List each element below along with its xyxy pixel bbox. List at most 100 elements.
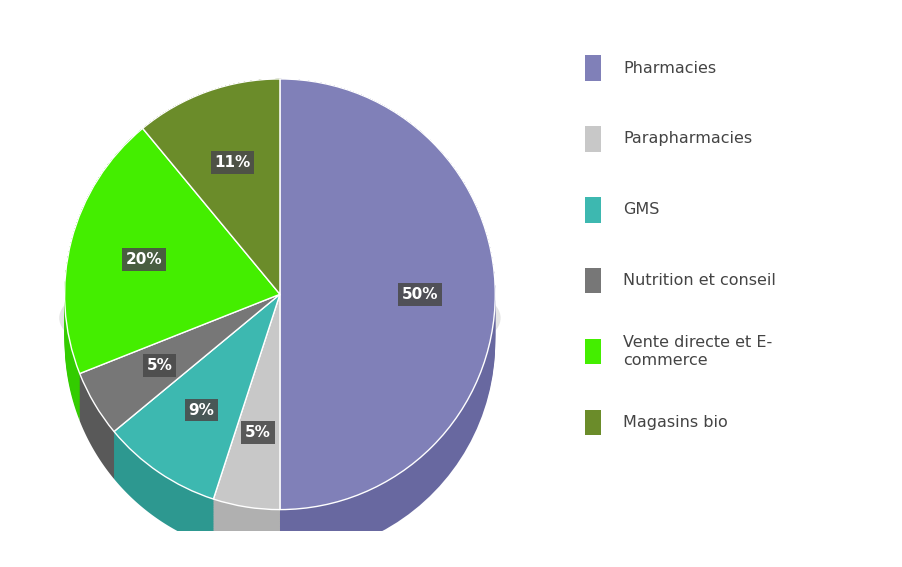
Polygon shape [79, 374, 114, 467]
Polygon shape [143, 79, 280, 166]
Polygon shape [79, 374, 114, 476]
Polygon shape [213, 499, 280, 548]
Polygon shape [79, 374, 114, 434]
Polygon shape [280, 79, 494, 531]
Polygon shape [213, 499, 280, 538]
Polygon shape [65, 128, 143, 380]
Polygon shape [280, 79, 494, 528]
Polygon shape [65, 128, 143, 416]
Polygon shape [143, 79, 280, 174]
Polygon shape [143, 79, 280, 156]
Polygon shape [213, 499, 280, 524]
Polygon shape [280, 79, 494, 519]
Polygon shape [114, 431, 213, 501]
Polygon shape [65, 128, 143, 404]
Polygon shape [79, 374, 114, 455]
Polygon shape [114, 431, 213, 506]
Polygon shape [143, 79, 280, 142]
Polygon shape [143, 79, 280, 133]
Polygon shape [114, 431, 213, 525]
Text: Nutrition et conseil: Nutrition et conseil [622, 273, 775, 288]
Text: Parapharmacies: Parapharmacies [622, 132, 751, 146]
Text: 5%: 5% [146, 358, 172, 373]
Polygon shape [213, 499, 280, 528]
Polygon shape [280, 79, 494, 522]
Polygon shape [65, 128, 143, 412]
Polygon shape [65, 128, 143, 402]
Polygon shape [213, 499, 280, 555]
Polygon shape [213, 499, 280, 534]
Polygon shape [114, 431, 213, 515]
Polygon shape [280, 79, 494, 557]
Polygon shape [79, 374, 114, 479]
Text: 11%: 11% [214, 155, 251, 170]
Polygon shape [280, 79, 494, 538]
Polygon shape [79, 374, 114, 453]
Polygon shape [114, 431, 213, 537]
Polygon shape [143, 79, 280, 176]
Polygon shape [280, 79, 494, 543]
Wedge shape [114, 294, 280, 499]
Polygon shape [280, 79, 494, 514]
Polygon shape [213, 499, 280, 517]
Polygon shape [213, 499, 280, 540]
Polygon shape [114, 431, 213, 513]
Polygon shape [114, 431, 213, 535]
Polygon shape [280, 79, 494, 534]
Polygon shape [79, 374, 114, 472]
Polygon shape [213, 499, 280, 519]
Polygon shape [280, 79, 494, 550]
Polygon shape [280, 79, 494, 526]
Polygon shape [65, 128, 143, 409]
Polygon shape [114, 431, 213, 521]
FancyBboxPatch shape [584, 56, 601, 81]
Polygon shape [114, 431, 213, 530]
Wedge shape [280, 79, 494, 510]
FancyBboxPatch shape [584, 126, 601, 151]
Polygon shape [280, 79, 494, 517]
Text: 50%: 50% [401, 287, 437, 302]
Polygon shape [114, 431, 213, 547]
Text: 5%: 5% [244, 425, 271, 440]
Polygon shape [280, 79, 494, 548]
Polygon shape [143, 79, 280, 150]
Polygon shape [65, 128, 143, 376]
Polygon shape [79, 374, 114, 441]
Polygon shape [213, 499, 280, 531]
Polygon shape [65, 128, 143, 392]
FancyBboxPatch shape [584, 409, 601, 435]
Wedge shape [213, 294, 280, 510]
Polygon shape [280, 79, 494, 536]
Polygon shape [213, 499, 280, 545]
Text: Vente directe et E-
commerce: Vente directe et E- commerce [622, 335, 771, 368]
Polygon shape [114, 431, 213, 509]
Polygon shape [114, 431, 213, 541]
Polygon shape [79, 374, 114, 458]
Polygon shape [213, 499, 280, 522]
Polygon shape [79, 374, 114, 474]
FancyBboxPatch shape [584, 268, 601, 294]
Polygon shape [280, 79, 494, 545]
Polygon shape [143, 79, 280, 152]
Polygon shape [213, 499, 280, 512]
Polygon shape [143, 79, 280, 131]
Text: 9%: 9% [189, 403, 214, 417]
Polygon shape [143, 79, 280, 136]
Polygon shape [213, 499, 280, 543]
Polygon shape [79, 374, 114, 469]
Polygon shape [143, 79, 280, 162]
Ellipse shape [60, 259, 500, 377]
Wedge shape [65, 128, 280, 374]
Polygon shape [65, 128, 143, 400]
Text: Magasins bio: Magasins bio [622, 415, 727, 430]
Polygon shape [65, 128, 143, 395]
Polygon shape [280, 79, 494, 540]
Polygon shape [213, 499, 280, 557]
Text: 20%: 20% [126, 252, 162, 267]
Polygon shape [143, 79, 280, 138]
FancyBboxPatch shape [584, 339, 601, 365]
Polygon shape [65, 128, 143, 397]
Polygon shape [114, 431, 213, 544]
Polygon shape [213, 499, 280, 526]
Polygon shape [213, 499, 280, 552]
